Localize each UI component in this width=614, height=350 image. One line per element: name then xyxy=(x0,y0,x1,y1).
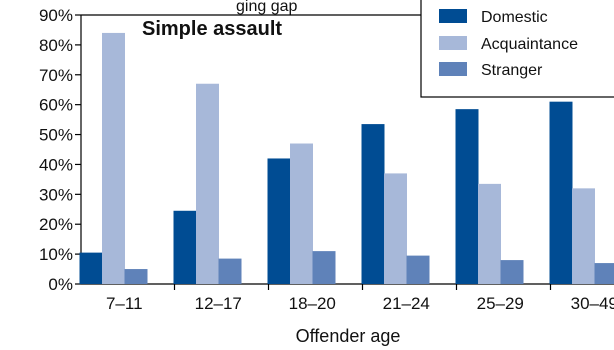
bar-domestic-5 xyxy=(549,101,573,284)
y-tick-label: 70% xyxy=(39,66,73,85)
x-tick-label: 7–11 xyxy=(106,294,143,313)
x-tick-label: 30–49 xyxy=(571,294,614,313)
bar-domestic-1 xyxy=(173,210,197,284)
x-axis: 7–11 12–17 18–20 21–24 25–29 30–49 xyxy=(106,284,614,313)
legend-label-domestic: Domestic xyxy=(481,9,548,26)
bar-domestic-3 xyxy=(361,124,385,284)
bar-stranger-5 xyxy=(594,263,614,284)
bar-acquaintance-2 xyxy=(290,143,313,284)
bar-stranger-3 xyxy=(406,255,430,284)
bar-stranger-4 xyxy=(500,260,524,284)
y-tick-label: 90% xyxy=(39,6,73,25)
bar-stranger-2 xyxy=(312,251,336,284)
y-tick-label: 80% xyxy=(39,36,73,55)
y-tick-label: 20% xyxy=(39,215,73,234)
bar-domestic-4 xyxy=(455,109,479,285)
x-tick-label: 12–17 xyxy=(195,294,242,313)
bar-acquaintance-0 xyxy=(102,32,125,284)
bar-stranger-1 xyxy=(218,258,242,284)
y-axis: 0% 10% 20% 30% 40% 50% 60% 70% 80% 90% xyxy=(39,6,81,294)
legend: Domestic Acquaintance Stranger xyxy=(420,0,614,98)
y-tick-label: 30% xyxy=(39,185,73,204)
bars-group xyxy=(79,32,614,285)
y-tick-label: 0% xyxy=(48,275,73,294)
bar-stranger-0 xyxy=(124,269,148,284)
x-tick-label: 21–24 xyxy=(383,294,430,313)
legend-label-stranger: Stranger xyxy=(481,62,543,79)
legend-label-acquaintance: Acquaintance xyxy=(481,36,578,53)
y-tick-label: 60% xyxy=(39,96,73,115)
bar-domestic-0 xyxy=(79,252,103,284)
y-tick-label: 50% xyxy=(39,126,73,145)
bar-acquaintance-3 xyxy=(384,173,407,284)
y-tick-label: 10% xyxy=(39,245,73,264)
bar-acquaintance-4 xyxy=(478,183,501,284)
y-tick-label: 40% xyxy=(39,155,73,174)
x-axis-title: Offender age xyxy=(296,326,401,346)
x-tick-label: 18–20 xyxy=(289,294,336,313)
legend-swatch-stranger xyxy=(439,62,467,76)
legend-swatch-acquaintance xyxy=(439,36,467,50)
bar-acquaintance-5 xyxy=(572,188,595,284)
cropped-top-text: ging gap xyxy=(236,0,297,15)
legend-swatch-domestic xyxy=(439,9,467,23)
x-tick-label: 25–29 xyxy=(477,294,524,313)
bar-domestic-2 xyxy=(267,158,291,284)
bar-acquaintance-1 xyxy=(196,83,219,284)
chart-title: Simple assault xyxy=(142,18,282,40)
